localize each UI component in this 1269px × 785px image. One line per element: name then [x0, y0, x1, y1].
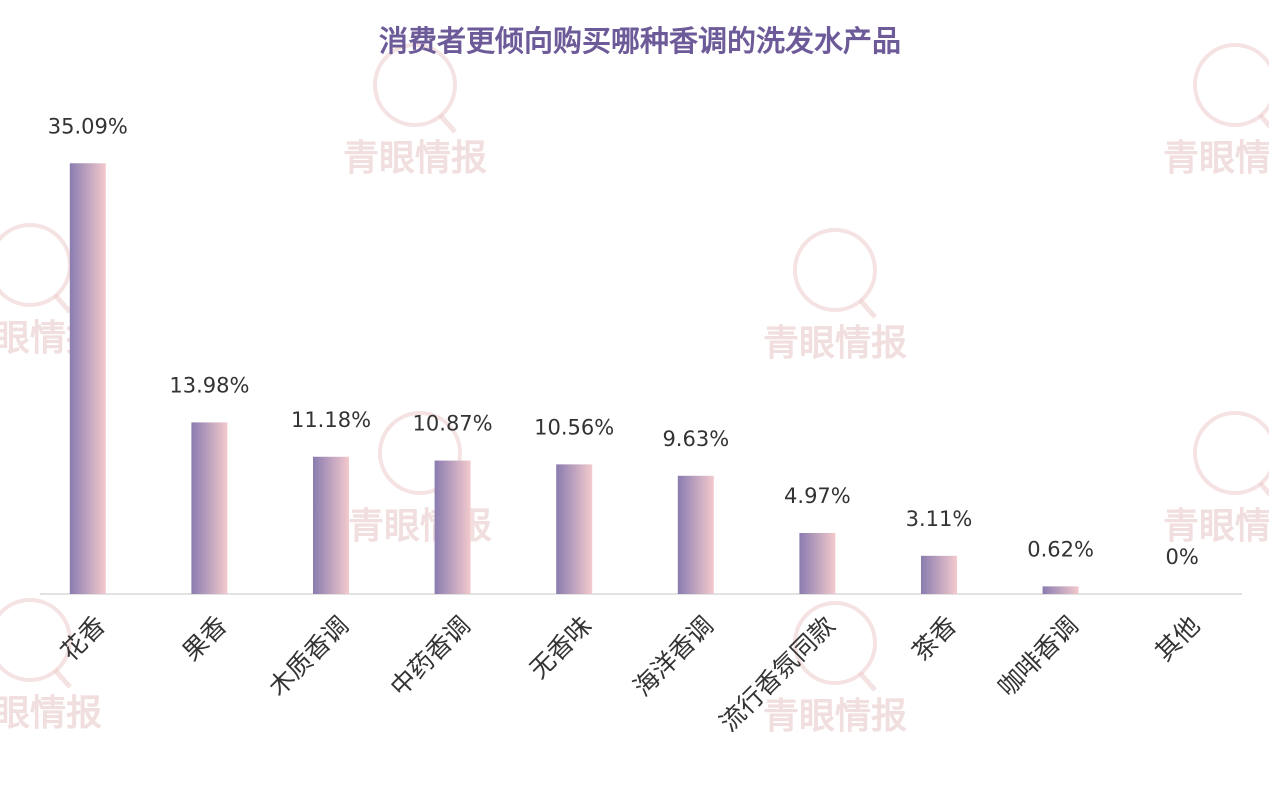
- watermark-icon: [793, 228, 877, 312]
- watermark-icon: [1193, 411, 1269, 495]
- bar: [434, 460, 471, 594]
- bar: [799, 532, 836, 594]
- watermark-icon: [1193, 43, 1269, 127]
- chart-title: 消费者更倾向购买哪种香调的洗发水产品: [379, 24, 901, 58]
- x-tick-label: 中药香调: [385, 611, 476, 702]
- watermark: 青眼情报: [343, 138, 487, 179]
- watermark-icon: [378, 411, 462, 495]
- data-label: 3.11%: [906, 507, 973, 531]
- bar: [921, 555, 957, 594]
- watermark: 青眼情报: [0, 693, 102, 734]
- bar: [1042, 586, 1079, 594]
- bar: [556, 464, 593, 594]
- data-label: 10.87%: [413, 412, 493, 436]
- watermark: 青眼情报: [763, 696, 907, 737]
- x-tick-label: 无香味: [524, 611, 598, 685]
- x-tick-label: 其他: [1150, 611, 1206, 667]
- watermark-icon: [1258, 113, 1269, 129]
- watermark: 青眼情报: [1163, 506, 1269, 547]
- watermark-icon: [53, 293, 72, 314]
- watermark: 青眼情报: [1163, 138, 1269, 179]
- watermark-icon: [858, 671, 877, 692]
- bar: [69, 163, 106, 594]
- data-label: 4.97%: [784, 484, 851, 508]
- x-tick-label: 果香: [177, 611, 233, 667]
- watermark-icon: [438, 113, 457, 134]
- x-tick-label: 木质香调: [263, 611, 354, 702]
- data-label: 11.18%: [291, 408, 371, 432]
- x-tick-label: 茶香: [906, 611, 962, 667]
- watermark-icon: [373, 43, 457, 127]
- watermark: 青眼情报: [763, 323, 907, 364]
- data-label: 9.63%: [662, 427, 729, 451]
- data-label: 0.62%: [1027, 537, 1094, 561]
- data-label: 35.09%: [48, 114, 128, 138]
- data-label: 10.56%: [534, 415, 614, 439]
- watermark-icon: [0, 223, 72, 307]
- watermark-icon: [858, 298, 877, 319]
- watermark-icon: [0, 598, 72, 682]
- watermark-icon: [1258, 481, 1269, 497]
- bar: [313, 456, 349, 594]
- data-label: 0%: [1166, 545, 1199, 569]
- x-tick-label: 咖啡香调: [993, 611, 1084, 702]
- data-label: 13.98%: [169, 373, 249, 397]
- watermark-icon: [793, 601, 877, 685]
- bar: [191, 422, 228, 594]
- watermark-icon: [53, 668, 72, 689]
- bar: [677, 475, 714, 594]
- x-tick-label: 海洋香调: [628, 611, 719, 702]
